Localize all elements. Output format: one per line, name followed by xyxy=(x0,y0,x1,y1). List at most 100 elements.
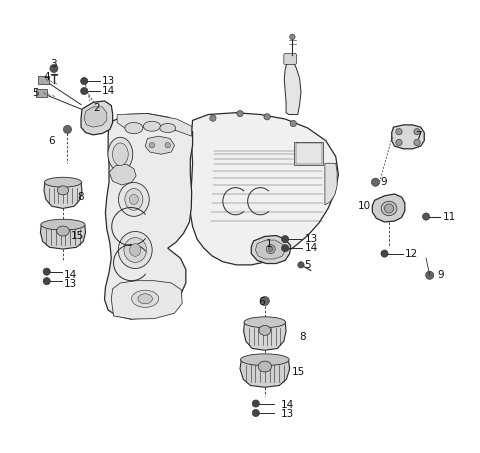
Polygon shape xyxy=(191,113,338,265)
Polygon shape xyxy=(244,322,286,350)
Ellipse shape xyxy=(130,244,141,256)
Ellipse shape xyxy=(132,290,159,307)
Polygon shape xyxy=(145,136,175,154)
Text: 12: 12 xyxy=(405,250,418,260)
Circle shape xyxy=(381,250,388,257)
Circle shape xyxy=(282,236,289,243)
Circle shape xyxy=(260,297,269,305)
Ellipse shape xyxy=(129,194,138,204)
Circle shape xyxy=(63,125,72,134)
Circle shape xyxy=(372,178,380,186)
Text: 13: 13 xyxy=(64,280,77,289)
Text: 15: 15 xyxy=(292,367,305,377)
Text: 8: 8 xyxy=(78,192,84,202)
Polygon shape xyxy=(40,225,85,249)
Ellipse shape xyxy=(124,237,146,262)
Polygon shape xyxy=(240,360,289,387)
Circle shape xyxy=(210,115,216,121)
Text: 7: 7 xyxy=(415,131,422,141)
Ellipse shape xyxy=(119,183,149,217)
Polygon shape xyxy=(372,194,405,222)
Circle shape xyxy=(396,129,402,135)
Circle shape xyxy=(81,87,88,95)
FancyBboxPatch shape xyxy=(38,76,49,84)
Polygon shape xyxy=(392,125,424,149)
Ellipse shape xyxy=(125,122,143,134)
Text: 5: 5 xyxy=(33,88,39,98)
Circle shape xyxy=(426,271,434,280)
Text: 14: 14 xyxy=(281,400,294,410)
Ellipse shape xyxy=(57,226,69,236)
Circle shape xyxy=(290,120,297,127)
Polygon shape xyxy=(109,164,136,185)
Ellipse shape xyxy=(144,121,160,131)
Polygon shape xyxy=(111,281,182,319)
Ellipse shape xyxy=(259,325,271,335)
Text: 14: 14 xyxy=(64,270,77,280)
Text: 6: 6 xyxy=(48,136,55,146)
Circle shape xyxy=(396,140,402,146)
Circle shape xyxy=(414,129,420,135)
Ellipse shape xyxy=(45,177,82,187)
Ellipse shape xyxy=(244,317,286,328)
Polygon shape xyxy=(105,114,192,319)
Polygon shape xyxy=(325,163,337,205)
Circle shape xyxy=(268,247,273,251)
Polygon shape xyxy=(81,101,113,135)
Circle shape xyxy=(149,143,155,148)
Ellipse shape xyxy=(108,137,133,171)
Text: 8: 8 xyxy=(299,332,305,342)
Ellipse shape xyxy=(41,219,85,230)
Polygon shape xyxy=(284,58,301,115)
Circle shape xyxy=(165,143,170,148)
FancyBboxPatch shape xyxy=(36,89,47,97)
Ellipse shape xyxy=(160,124,176,133)
Ellipse shape xyxy=(125,188,143,210)
Ellipse shape xyxy=(138,294,152,304)
Circle shape xyxy=(50,64,58,72)
Text: 15: 15 xyxy=(71,231,84,241)
Text: 10: 10 xyxy=(358,201,371,211)
FancyBboxPatch shape xyxy=(284,53,297,64)
Text: 13: 13 xyxy=(305,234,318,244)
Ellipse shape xyxy=(381,201,397,216)
Ellipse shape xyxy=(57,186,69,195)
Ellipse shape xyxy=(258,361,272,372)
Ellipse shape xyxy=(118,231,152,269)
Circle shape xyxy=(252,410,259,417)
Polygon shape xyxy=(84,107,107,127)
Ellipse shape xyxy=(112,143,128,165)
Polygon shape xyxy=(117,114,192,136)
Text: 14: 14 xyxy=(101,86,115,96)
FancyBboxPatch shape xyxy=(294,142,323,165)
Text: 11: 11 xyxy=(443,212,456,222)
Circle shape xyxy=(81,77,88,85)
Text: 2: 2 xyxy=(93,103,100,113)
Circle shape xyxy=(252,400,259,407)
Text: 3: 3 xyxy=(50,59,57,69)
Circle shape xyxy=(422,213,430,220)
Circle shape xyxy=(266,245,275,254)
Text: 13: 13 xyxy=(101,76,115,86)
Circle shape xyxy=(414,140,420,146)
Polygon shape xyxy=(252,236,290,264)
Circle shape xyxy=(264,114,270,120)
Circle shape xyxy=(43,278,50,285)
Circle shape xyxy=(237,111,243,117)
Polygon shape xyxy=(255,240,285,259)
Circle shape xyxy=(43,268,50,275)
Polygon shape xyxy=(44,182,82,208)
Text: 9: 9 xyxy=(380,177,387,187)
Circle shape xyxy=(289,34,295,39)
Circle shape xyxy=(384,204,394,213)
Text: 14: 14 xyxy=(305,243,318,253)
Text: 1: 1 xyxy=(266,239,273,249)
Circle shape xyxy=(298,262,304,268)
Text: 5: 5 xyxy=(304,260,311,270)
Ellipse shape xyxy=(240,354,289,366)
Circle shape xyxy=(282,245,289,252)
Text: 9: 9 xyxy=(438,270,444,280)
Text: 13: 13 xyxy=(281,409,294,419)
Text: 4: 4 xyxy=(43,72,50,82)
Text: 6: 6 xyxy=(258,297,265,307)
